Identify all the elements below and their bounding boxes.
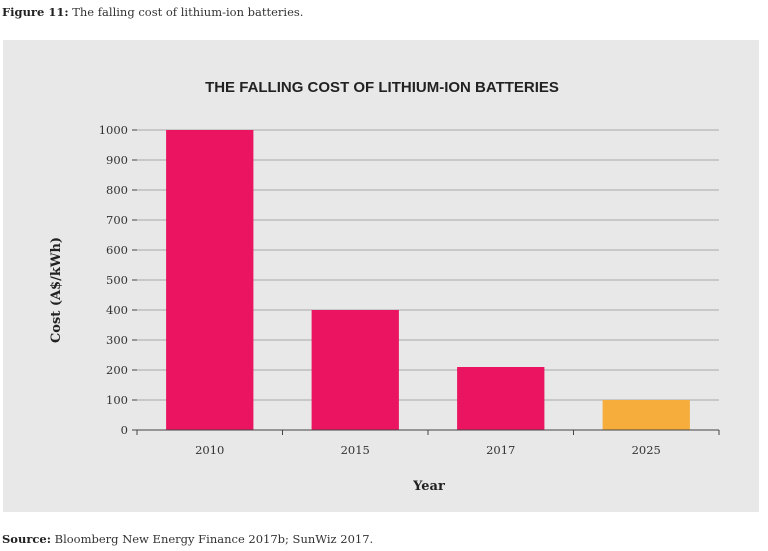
x-axis-label: Year [412, 479, 445, 494]
y-axis-ticks: 0 100 200 300 400 500 600 700 800 900 1000 [99, 123, 137, 437]
bar-2017 [457, 367, 545, 430]
x-tick-label: 2025 [632, 443, 661, 457]
y-tick-label: 0 [121, 423, 128, 437]
y-tick-label: 600 [106, 243, 128, 257]
y-tick-label: 300 [106, 333, 128, 347]
source-label: Source: [2, 532, 51, 546]
y-tick-label: 1000 [99, 123, 128, 137]
y-tick-label: 900 [106, 153, 128, 167]
bar-chart: THE FALLING COST OF LITHIUM-ION BATTERIE… [49, 79, 720, 494]
bars [166, 130, 690, 430]
y-tick-label: 400 [106, 303, 128, 317]
figure-caption-text: The falling cost of lithium-ion batterie… [72, 5, 304, 19]
x-tick-label: 2017 [486, 443, 515, 457]
figure-caption-label: Figure 11: [2, 5, 69, 19]
y-tick-label: 100 [106, 393, 128, 407]
y-axis-label: Cost (A$/kWh) [49, 237, 64, 343]
bar-2015 [311, 310, 399, 430]
y-tick-label: 800 [106, 183, 128, 197]
x-tick-label: 2015 [341, 443, 370, 457]
figure-caption: Figure 11: The falling cost of lithium-i… [2, 5, 303, 19]
y-tick-label: 200 [106, 363, 128, 377]
chart-panel: THE FALLING COST OF LITHIUM-ION BATTERIE… [3, 40, 759, 512]
x-tick-label: 2010 [195, 443, 224, 457]
x-axis-ticks: 2010 2015 2017 2025 [136, 430, 720, 457]
source-text: Bloomberg New Energy Finance 2017b; SunW… [54, 532, 374, 546]
y-tick-label: 700 [106, 213, 128, 227]
chart-title: THE FALLING COST OF LITHIUM-ION BATTERIE… [205, 79, 559, 96]
y-tick-label: 500 [106, 273, 128, 287]
bar-2010 [166, 130, 254, 430]
bar-2025 [602, 400, 690, 430]
source-note: Source: Bloomberg New Energy Finance 201… [2, 532, 373, 546]
